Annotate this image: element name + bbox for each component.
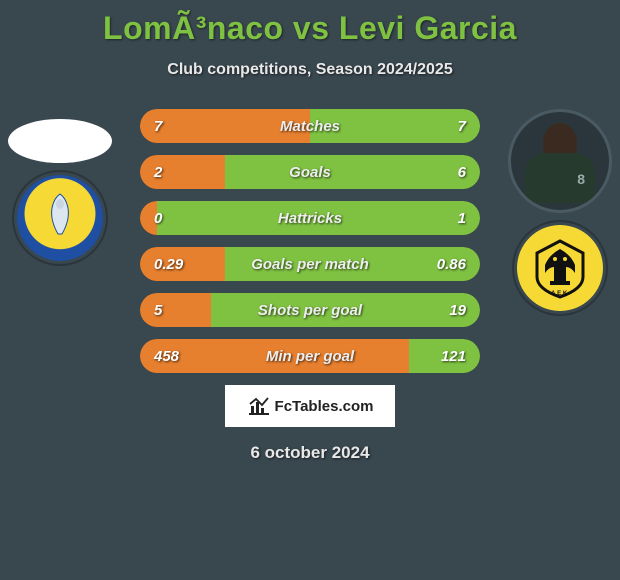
comparison-subtitle: Club competitions, Season 2024/2025 (0, 61, 620, 79)
comparison-title: LomÃ³naco vs Levi Garcia (0, 0, 620, 47)
stat-label: Goals per match (200, 256, 420, 273)
source-badge[interactable]: FcTables.com (225, 385, 395, 427)
player-left-photo (8, 119, 112, 163)
stat-value-right: 6 (420, 164, 480, 181)
stat-value-right: 19 (420, 302, 480, 319)
player-left-column (8, 109, 112, 261)
club-badge-left (17, 175, 103, 261)
stat-label: Min per goal (200, 348, 420, 365)
stat-label: Goals (200, 164, 420, 181)
player-right-column: A.E.K. (508, 109, 612, 311)
stats-table: 7Matches7 2Goals6 0Hattricks1 0.29Goals per… (140, 109, 480, 373)
panetolikos-icon (40, 190, 80, 246)
player-silhouette-icon (526, 119, 595, 202)
stat-label: Shots per goal (200, 302, 420, 319)
stat-value-left: 0 (140, 210, 200, 227)
stat-value-left: 458 (140, 348, 200, 365)
stat-label: Hattricks (200, 210, 420, 227)
stat-label: Matches (200, 118, 420, 135)
stat-row: 0.29Goals per match0.86 (140, 247, 480, 281)
comparison-date: 6 october 2024 (0, 443, 620, 463)
player-right-photo (508, 109, 612, 213)
stat-value-left: 0.29 (140, 256, 200, 273)
stat-row: 5Shots per goal19 (140, 293, 480, 327)
comparison-body: A.E.K. 7Matches72Goals60Hattricks10.29Go… (0, 109, 620, 463)
stat-value-right: 1 (420, 210, 480, 227)
stat-row: 0Hattricks1 (140, 201, 480, 235)
source-label: FcTables.com (275, 398, 374, 415)
aek-icon: A.E.K. (525, 233, 595, 303)
chart-icon (247, 396, 271, 416)
svg-text:A.E.K.: A.E.K. (551, 291, 569, 297)
stat-row: 458Min per goal121 (140, 339, 480, 373)
club-badge-right: A.E.K. (517, 225, 603, 311)
stat-row: 7Matches7 (140, 109, 480, 143)
stat-value-left: 5 (140, 302, 200, 319)
stat-value-left: 7 (140, 118, 200, 135)
stat-value-right: 7 (420, 118, 480, 135)
stat-value-right: 121 (420, 348, 480, 365)
stat-row: 2Goals6 (140, 155, 480, 189)
stat-value-left: 2 (140, 164, 200, 181)
stat-value-right: 0.86 (420, 256, 480, 273)
